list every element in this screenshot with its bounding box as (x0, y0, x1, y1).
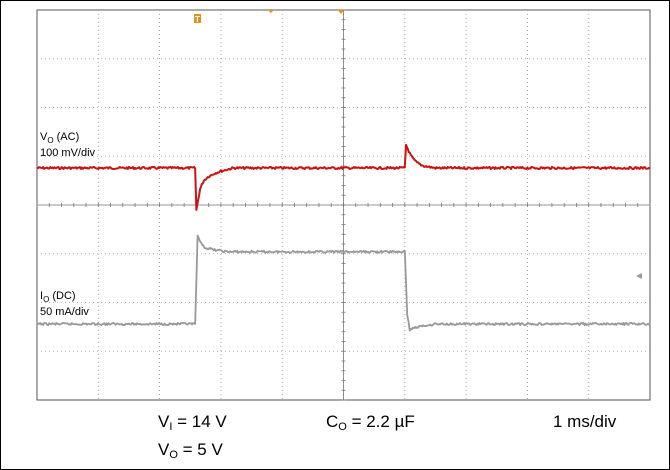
delay-marker (268, 10, 274, 13)
caption-timebase: 1 ms/div (553, 412, 617, 431)
io-dc-scale-label: 50 mA/div (40, 306, 89, 318)
trigger-marker-label: T (195, 15, 200, 24)
grid (36, 9, 651, 401)
top-markers: T (194, 10, 642, 279)
caption-vo: VO = 5 V (158, 440, 223, 461)
channel-offset-marker (636, 273, 642, 279)
traces (36, 143, 651, 332)
io-dc-label: IO (DC) (40, 290, 76, 304)
caption-co: CO = 2.2 µF (326, 412, 415, 433)
caption-vi: VI = 14 V (158, 412, 227, 433)
io-dc-trace (36, 234, 651, 332)
vo-ac-label: VO (AC) (40, 131, 79, 145)
trigger-position-marker (338, 10, 344, 14)
trace-labels: VO (AC) 100 mV/div IO (DC) 50 mA/div (40, 131, 96, 318)
vo-ac-trace (36, 143, 651, 211)
vo-ac-scale-label: 100 mV/div (40, 147, 96, 159)
trigger-marker (194, 14, 201, 23)
